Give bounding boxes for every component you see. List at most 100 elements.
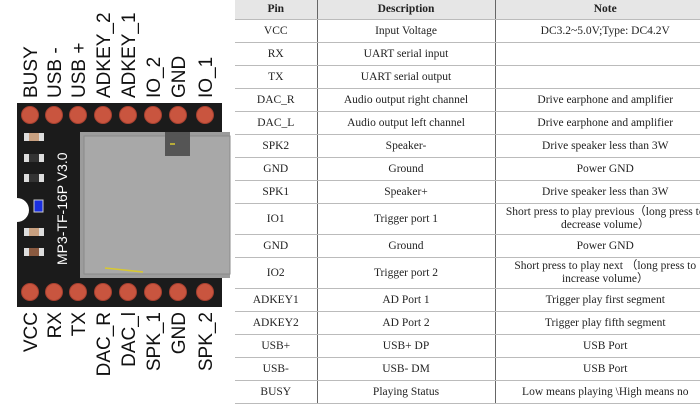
top-pin-pad xyxy=(196,106,214,124)
bottom-pin-label: GND xyxy=(169,312,190,354)
bottom-pin-pad xyxy=(169,283,187,301)
table-row: USB+ USB+ DP USB Port xyxy=(235,334,700,358)
note-cell: Trigger play first segment xyxy=(494,288,700,312)
description-cell: Ground xyxy=(316,157,495,181)
top-pin-label: IO_1 xyxy=(196,57,217,98)
column-header: Note xyxy=(494,0,700,20)
table-row: VCC Input Voltage DC3.2~5.0V;Type: DC4.2V xyxy=(235,19,700,43)
note-cell: Power GND xyxy=(494,157,700,181)
top-pin-pad xyxy=(169,106,187,124)
description-cell: UART serial output xyxy=(316,65,495,89)
top-pin-pad xyxy=(94,106,112,124)
description-cell: Ground xyxy=(316,234,495,258)
note-cell: Drive earphone and amplifier xyxy=(494,111,700,135)
note-cell: Drive earphone and amplifier xyxy=(494,88,700,112)
pin-cell: TX xyxy=(235,65,317,89)
pin-cell: ADKEY2 xyxy=(235,311,317,335)
pin-cell: DAC_L xyxy=(235,111,317,135)
pin-cell: GND xyxy=(235,234,317,258)
smd-component-body xyxy=(29,154,39,162)
bottom-pin-label: VCC xyxy=(21,312,42,352)
bottom-pin-pad xyxy=(94,283,112,301)
pin-cell: SPK2 xyxy=(235,134,317,158)
description-cell: Trigger port 1 xyxy=(316,203,495,235)
note-cell: Power GND xyxy=(494,234,700,258)
pin-cell: DAC_R xyxy=(235,88,317,112)
table-row: DAC_L Audio output left channel Drive earp… xyxy=(235,111,700,135)
bottom-pin-pad xyxy=(144,283,162,301)
bottom-pin-pad xyxy=(196,283,214,301)
note-cell xyxy=(494,65,700,89)
smd-component-body xyxy=(29,133,39,141)
table-row: SPK1 Speaker+ Drive speaker less than 3W xyxy=(235,180,700,204)
description-cell: AD Port 1 xyxy=(316,288,495,312)
pin-cell: RX xyxy=(235,42,317,66)
top-pin-label: IO_2 xyxy=(144,57,165,98)
note-cell: Drive speaker less than 3W xyxy=(494,180,700,204)
top-pin-pad xyxy=(119,106,137,124)
description-cell: Speaker+ xyxy=(316,180,495,204)
bottom-pin-label: SPK_1 xyxy=(144,312,165,371)
description-cell: AD Port 2 xyxy=(316,311,495,335)
description-cell: Trigger port 2 xyxy=(316,257,495,289)
mp3-module-diagram: BUSY USB - USB + ADKEY_2 ADKEY_1 IO_2 GND IO_1 … xyxy=(17,12,231,376)
top-pin-label: BUSY xyxy=(21,46,42,98)
table-row: ADKEY2 AD Port 2 Trigger play fifth segmen… xyxy=(235,311,700,335)
note-cell: Drive speaker less than 3W xyxy=(494,134,700,158)
sd-card-slot xyxy=(80,132,231,278)
top-pin-label: GND xyxy=(169,56,190,98)
pin-cell: USB- xyxy=(235,357,317,381)
table-row: DAC_R Audio output right channel Drive ear… xyxy=(235,88,700,112)
pin-cell: GND xyxy=(235,157,317,181)
pin-description-table: Pin Description Note VCC Input Voltage DC3.2… xyxy=(235,0,700,404)
pin-cell: SPK1 xyxy=(235,180,317,204)
top-pin-label: ADKEY_2 xyxy=(94,12,115,98)
table-header-row: Pin Description Note xyxy=(235,0,700,20)
bottom-pin-label: RX xyxy=(45,312,66,339)
led-indicator xyxy=(33,199,44,213)
top-pin-pad xyxy=(21,106,39,124)
note-cell: Trigger play fifth segment xyxy=(494,311,700,335)
top-pin-pad xyxy=(144,106,162,124)
bottom-pin-label: DAC_l xyxy=(119,312,140,367)
column-header: Description xyxy=(316,0,495,20)
bottom-pin-label: SPK_2 xyxy=(196,312,217,371)
table-row: RX UART serial input xyxy=(235,42,700,66)
pin-cell: USB+ xyxy=(235,334,317,358)
note-cell xyxy=(494,42,700,66)
bottom-pin-pad xyxy=(119,283,137,301)
note-cell: Low means playing \High means no xyxy=(494,380,700,404)
smd-component-body xyxy=(29,174,39,182)
table-row: TX UART serial output xyxy=(235,65,700,89)
smd-component-body xyxy=(29,228,39,236)
column-header: Pin xyxy=(235,0,317,20)
table-row: SPK2 Speaker- Drive speaker less than 3W xyxy=(235,134,700,158)
table-row: ADKEY1 AD Port 1 Trigger play first segmen… xyxy=(235,288,700,312)
pin-cell: IO1 xyxy=(235,203,317,235)
bottom-pin-pad xyxy=(21,283,39,301)
top-pin-pad xyxy=(69,106,87,124)
description-cell: Speaker- xyxy=(316,134,495,158)
table-row: IO1 Trigger port 1 Short press to play pre… xyxy=(235,203,700,235)
table-row: IO2 Trigger port 2 Short press to play nex… xyxy=(235,257,700,289)
bottom-pin-pad xyxy=(45,283,63,301)
top-pin-pad xyxy=(45,106,63,124)
model-label: MP3-TF-16P V3.0 xyxy=(54,152,70,265)
top-pin-label: USB - xyxy=(45,47,66,98)
description-cell: Input Voltage xyxy=(316,19,495,43)
pin-cell: IO2 xyxy=(235,257,317,289)
bottom-pin-label: DAC_R xyxy=(94,312,115,376)
note-cell: USB Port xyxy=(494,334,700,358)
note-cell: USB Port xyxy=(494,357,700,381)
description-cell: Playing Status xyxy=(316,380,495,404)
table-row: GND Ground Power GND xyxy=(235,157,700,181)
description-cell: USB+ DP xyxy=(316,334,495,358)
note-cell: Short press to play previous（long press … xyxy=(494,203,700,235)
pin-cell: ADKEY1 xyxy=(235,288,317,312)
top-pin-label: USB + xyxy=(69,43,90,98)
description-cell: Audio output right channel xyxy=(316,88,495,112)
bottom-pin-label: TX xyxy=(69,312,90,337)
description-cell: Audio output left channel xyxy=(316,111,495,135)
top-pin-label: ADKEY_1 xyxy=(119,12,140,98)
description-cell: USB- DM xyxy=(316,357,495,381)
